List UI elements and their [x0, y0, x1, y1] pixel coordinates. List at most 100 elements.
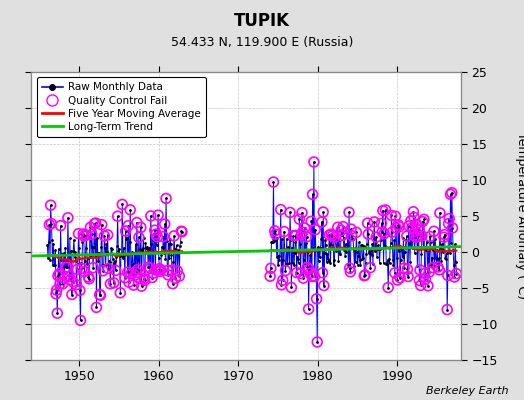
Point	[87, 253, 95, 259]
Point	[314, 244, 322, 250]
Point	[273, 234, 281, 241]
Point	[121, 274, 129, 281]
Point	[432, 260, 441, 266]
Point	[315, 246, 323, 252]
Point	[419, 244, 428, 250]
Point	[177, 228, 185, 234]
Point	[381, 207, 390, 213]
Point	[154, 212, 162, 218]
Point	[81, 258, 89, 264]
Point	[159, 244, 167, 251]
Point	[130, 272, 139, 278]
Point	[317, 235, 325, 242]
Point	[405, 223, 413, 229]
Point	[421, 276, 430, 282]
Point	[339, 224, 347, 230]
Point	[325, 232, 333, 238]
Point	[425, 269, 433, 275]
Point	[414, 226, 423, 233]
Point	[325, 232, 333, 238]
Point	[407, 244, 416, 250]
Point	[400, 265, 408, 272]
Point	[79, 231, 88, 237]
Point	[300, 256, 308, 263]
Point	[418, 232, 426, 239]
Point	[57, 222, 65, 229]
Point	[280, 228, 288, 235]
Point	[312, 296, 321, 302]
Point	[54, 246, 63, 252]
Point	[52, 291, 60, 297]
Point	[305, 266, 313, 272]
Point	[75, 287, 84, 294]
Point	[133, 219, 141, 226]
Point	[156, 268, 164, 274]
Point	[47, 202, 55, 208]
Point	[78, 239, 86, 246]
Point	[444, 272, 452, 279]
Point	[103, 249, 111, 256]
Point	[443, 306, 451, 313]
Point	[405, 240, 413, 246]
Point	[319, 270, 327, 276]
Point	[63, 264, 71, 270]
Point	[171, 275, 180, 282]
Point	[311, 226, 320, 233]
Point	[408, 224, 416, 231]
Point	[359, 255, 367, 262]
Point	[146, 265, 155, 271]
Point	[441, 255, 450, 261]
Point	[390, 237, 398, 244]
Point	[412, 234, 420, 240]
Point	[169, 259, 178, 265]
Point	[149, 237, 157, 244]
Point	[444, 220, 453, 227]
Point	[54, 272, 62, 279]
Point	[272, 254, 281, 260]
Point	[88, 244, 96, 250]
Point	[85, 276, 93, 282]
Point	[271, 231, 280, 237]
Point	[266, 273, 275, 280]
Point	[359, 242, 368, 249]
Point	[399, 254, 407, 260]
Point	[391, 213, 400, 219]
Point	[440, 232, 449, 238]
Point	[352, 259, 360, 265]
Point	[439, 249, 447, 256]
Point	[176, 243, 184, 249]
Point	[427, 239, 435, 245]
Point	[55, 270, 63, 277]
Point	[80, 268, 89, 275]
Point	[178, 228, 186, 235]
Point	[338, 232, 346, 239]
Point	[114, 213, 122, 219]
Point	[367, 252, 376, 258]
Point	[370, 248, 379, 255]
Point	[325, 241, 334, 247]
Point	[89, 264, 97, 271]
Point	[63, 264, 71, 270]
Point	[140, 276, 148, 282]
Point	[389, 262, 398, 268]
Point	[45, 222, 53, 228]
Point	[68, 291, 76, 298]
Point	[174, 249, 183, 255]
Point	[414, 233, 422, 240]
Point	[170, 233, 178, 239]
Point	[404, 273, 412, 280]
Point	[279, 256, 288, 263]
Point	[364, 220, 372, 226]
Point	[110, 260, 118, 266]
Point	[310, 273, 319, 280]
Point	[321, 237, 330, 243]
Point	[97, 244, 105, 250]
Point	[110, 280, 118, 286]
Point	[440, 234, 448, 240]
Point	[47, 202, 55, 208]
Point	[277, 282, 286, 288]
Point	[123, 269, 132, 276]
Point	[384, 284, 392, 291]
Point	[169, 280, 177, 287]
Point	[380, 230, 388, 237]
